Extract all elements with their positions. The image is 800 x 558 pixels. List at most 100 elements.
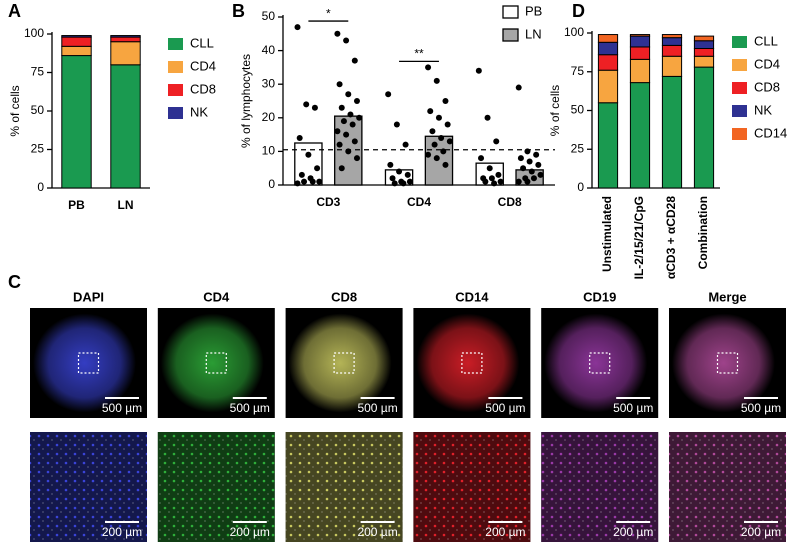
data-point — [438, 134, 445, 141]
bar-segment — [693, 66, 715, 189]
channel-title: CD8 — [331, 289, 357, 304]
data-point — [334, 30, 341, 37]
legend-label: CD4 — [190, 58, 216, 73]
x-tick-label: LN — [118, 198, 134, 212]
legend-swatch — [168, 84, 183, 96]
data-point — [515, 84, 522, 91]
inset-box — [205, 352, 227, 374]
zoom-image — [157, 432, 275, 542]
zoom-image — [669, 432, 786, 542]
bar-segment — [597, 54, 619, 71]
data-point — [537, 171, 544, 178]
data-point — [425, 64, 432, 71]
data-point — [440, 148, 447, 155]
data-point — [338, 165, 345, 172]
data-point — [475, 67, 482, 74]
panel-letter: A — [8, 1, 21, 21]
data-point — [301, 178, 308, 185]
inset-box — [461, 352, 483, 374]
legend-label: CLL — [754, 33, 778, 48]
scale-label: 500 µm — [613, 401, 653, 415]
data-point — [311, 104, 318, 111]
data-point — [343, 131, 350, 138]
panel-letter: B — [232, 1, 245, 21]
legend-swatch — [168, 38, 183, 50]
data-point — [488, 175, 495, 182]
scale-label: 500 µm — [741, 401, 781, 415]
tissue — [160, 313, 264, 413]
significance-label: ** — [414, 47, 424, 61]
data-point — [336, 81, 343, 88]
legend-label: PB — [525, 3, 542, 18]
bar-segment — [693, 40, 715, 49]
bar-segment — [693, 48, 715, 57]
zoom-image — [30, 432, 147, 542]
bar-segment — [629, 34, 651, 37]
data-point — [347, 111, 354, 118]
legend-label: CD14 — [754, 125, 787, 140]
data-point — [389, 175, 396, 182]
channel-title: Merge — [708, 289, 746, 304]
inset-box — [589, 352, 611, 374]
y-axis-label: % of cells — [548, 85, 562, 136]
significance-label: * — [326, 6, 331, 20]
bar-segment — [61, 45, 92, 57]
data-point — [435, 114, 442, 121]
scale-label: 200 µm — [102, 525, 142, 539]
bar-segment — [61, 36, 92, 47]
data-point — [396, 168, 403, 175]
channel-title: DAPI — [73, 289, 104, 304]
x-tick-label: IL-2/15/21/CpG — [632, 196, 646, 279]
data-point — [385, 91, 392, 98]
x-tick-label: CD8 — [498, 195, 522, 209]
data-point — [493, 138, 500, 145]
data-point — [433, 155, 440, 162]
legend-label: CD8 — [190, 81, 216, 96]
data-point — [520, 165, 527, 172]
data-point — [345, 91, 352, 98]
bar-segment — [629, 82, 651, 189]
channel-title: CD19 — [583, 289, 616, 304]
data-point — [336, 141, 343, 148]
data-point — [442, 98, 449, 104]
bar-segment — [661, 37, 683, 46]
tissue — [672, 313, 775, 413]
data-point — [298, 171, 305, 178]
tissue — [33, 313, 136, 413]
data-point — [309, 178, 316, 185]
bar-segment — [110, 41, 141, 66]
bar-segment — [661, 75, 683, 189]
legend-label: NK — [190, 104, 208, 119]
data-point — [486, 165, 493, 172]
data-point — [316, 178, 323, 185]
legend-swatch — [168, 107, 183, 119]
channel-title: CD4 — [203, 289, 230, 304]
y-tick-label: 30 — [262, 76, 276, 90]
zoom-image — [541, 432, 659, 542]
scale-label: 200 µm — [741, 525, 781, 539]
bar-segment — [629, 46, 651, 60]
bar-segment — [661, 55, 683, 77]
legend-swatch — [732, 128, 747, 140]
inset-box — [333, 352, 355, 374]
y-tick-label: 10 — [262, 144, 276, 158]
data-point — [387, 161, 394, 168]
data-point — [340, 118, 347, 125]
bar-segment — [61, 35, 92, 38]
scale-label: 500 µm — [485, 401, 525, 415]
data-point — [305, 151, 312, 158]
data-point — [444, 121, 451, 128]
data-point — [356, 114, 363, 121]
bar-segment — [661, 44, 683, 57]
data-point — [294, 24, 301, 31]
data-point — [431, 141, 438, 148]
scale-label: 200 µm — [357, 525, 397, 539]
data-point — [391, 180, 398, 187]
y-tick-label: 50 — [262, 9, 276, 23]
x-tick-label: Combination — [696, 196, 710, 269]
scale-label: 200 µm — [230, 525, 270, 539]
legend-label: CD4 — [754, 56, 780, 71]
legend-swatch — [502, 28, 519, 42]
data-point — [495, 171, 502, 178]
